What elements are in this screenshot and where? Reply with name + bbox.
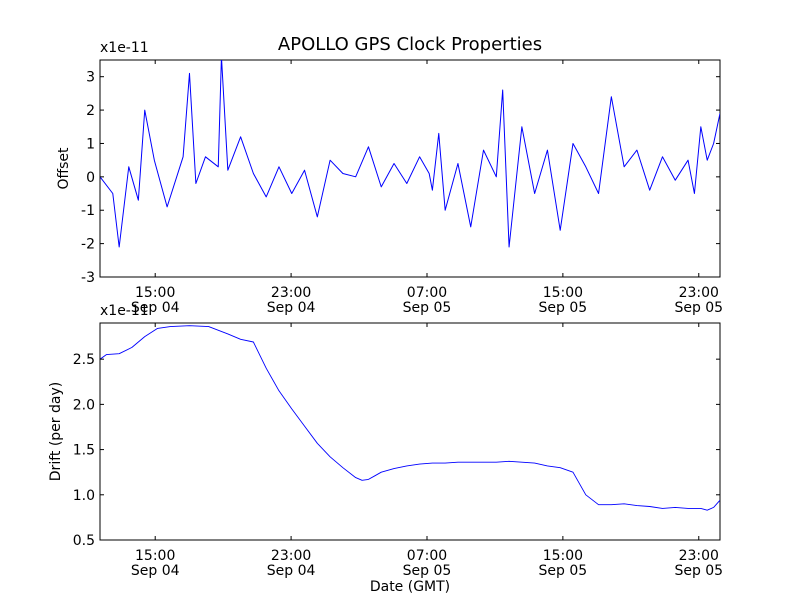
drift-ytick-label: 1.5 xyxy=(73,443,95,459)
offset-ytick-label: 3 xyxy=(86,70,95,86)
offset-ytick-label: -1 xyxy=(81,203,95,219)
offset-ytick-label: -2 xyxy=(81,237,95,253)
offset-xtick-date: Sep 04 xyxy=(267,300,316,316)
drift-xtick-date: Sep 04 xyxy=(131,563,180,579)
offset-xtick-date: Sep 04 xyxy=(131,300,180,316)
drift-ytick-label: 2.5 xyxy=(73,352,95,368)
drift-xtick-time: 23:00 xyxy=(679,548,719,564)
drift-axes-frame xyxy=(99,322,721,541)
offset-xtick-time: 23:00 xyxy=(679,285,719,301)
drift-xlabel: Date (GMT) xyxy=(370,579,450,595)
offset-xtick-time: 07:00 xyxy=(407,285,447,301)
offset-multiplier-label: x1e-11 xyxy=(100,40,149,56)
drift-xtick-date: Sep 05 xyxy=(403,563,452,579)
drift-xtick-date: Sep 04 xyxy=(267,563,316,579)
drift-xtick-time: 07:00 xyxy=(407,548,447,564)
figure-title: APOLLO GPS Clock Properties xyxy=(278,34,542,55)
drift-xtick-date: Sep 05 xyxy=(674,563,723,579)
offset-series-line-0 xyxy=(100,60,720,248)
offset-axes-frame xyxy=(99,59,721,278)
drift-ytick-label: 2.0 xyxy=(73,397,95,413)
offset-ytick-label: 1 xyxy=(86,136,95,152)
offset-ytick-label: 0 xyxy=(86,170,95,186)
offset-ytick-label: -3 xyxy=(81,270,95,286)
offset-ylabel: Offset xyxy=(56,147,72,190)
offset-xtick-date: Sep 05 xyxy=(539,300,588,316)
drift-ytick-label: 1.0 xyxy=(73,488,95,504)
drift-series-line-0 xyxy=(100,325,720,511)
offset-xtick-time: 23:00 xyxy=(271,285,311,301)
offset-ytick-label: 2 xyxy=(86,103,95,119)
drift-multiplier-label: x1e-11 xyxy=(100,303,149,319)
offset-xtick-time: 15:00 xyxy=(543,285,583,301)
drift-xtick-time: 23:00 xyxy=(271,548,311,564)
drift-xtick-date: Sep 05 xyxy=(539,563,588,579)
drift-xtick-time: 15:00 xyxy=(135,548,175,564)
drift-ylabel: Drift (per day) xyxy=(48,382,64,481)
drift-ytick-label: 0.5 xyxy=(73,533,95,549)
offset-xtick-date: Sep 05 xyxy=(403,300,452,316)
offset-xtick-time: 15:00 xyxy=(135,285,175,301)
drift-xtick-time: 15:00 xyxy=(543,548,583,564)
offset-xtick-date: Sep 05 xyxy=(674,300,723,316)
